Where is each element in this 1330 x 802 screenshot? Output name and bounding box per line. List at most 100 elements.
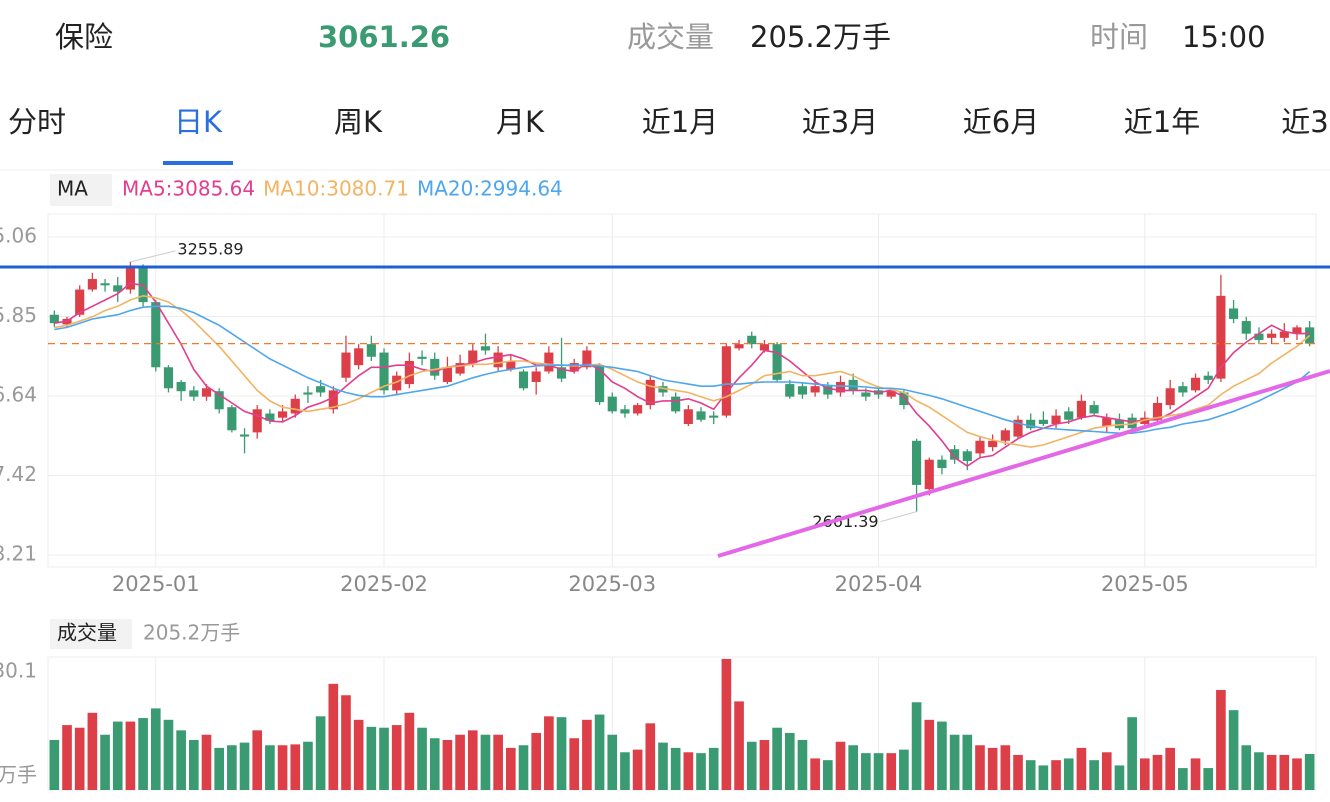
tab[interactable]: 月K bbox=[496, 105, 545, 139]
candle-body bbox=[1114, 419, 1125, 429]
drawn-trend-line bbox=[717, 369, 1330, 558]
volume-bar bbox=[544, 716, 554, 790]
candle-body bbox=[341, 352, 351, 378]
volume-frame bbox=[47, 656, 1317, 791]
volume-bar bbox=[62, 725, 72, 790]
volume-bar bbox=[467, 730, 478, 790]
volume-bar bbox=[658, 742, 668, 790]
volume-bar bbox=[620, 752, 630, 790]
volume-bar bbox=[886, 753, 897, 790]
candle-body bbox=[848, 379, 858, 391]
volume-bar bbox=[1114, 765, 1125, 790]
candle-body bbox=[658, 386, 668, 393]
volume-bar bbox=[721, 658, 732, 790]
candle-body bbox=[1241, 321, 1251, 334]
volume-bar bbox=[1038, 765, 1049, 790]
candle-body bbox=[227, 407, 237, 431]
tab[interactable]: 周K bbox=[334, 105, 383, 139]
tab[interactable]: 分时 bbox=[8, 105, 66, 139]
volume-bar bbox=[163, 719, 174, 790]
candle-body bbox=[1292, 327, 1302, 334]
candle-body bbox=[835, 381, 846, 393]
candle-body bbox=[189, 390, 199, 397]
candle-body bbox=[404, 360, 414, 385]
annotation-leader bbox=[130, 250, 176, 263]
x-tick-label: 2025-05 bbox=[1101, 572, 1189, 596]
candle-body bbox=[1051, 415, 1061, 424]
tab[interactable]: 近1年 bbox=[1124, 105, 1200, 139]
price: 3061.26 bbox=[318, 20, 450, 54]
y-tick-label: 3125.85 bbox=[0, 303, 37, 327]
tab[interactable]: 近1月 bbox=[642, 105, 718, 139]
volume-bar bbox=[696, 753, 706, 790]
volume-bar bbox=[734, 701, 744, 790]
candle-body bbox=[1229, 308, 1239, 319]
volume-bar bbox=[391, 725, 402, 790]
price-frame bbox=[47, 213, 1317, 568]
x-tick-label: 2025-03 bbox=[568, 572, 656, 596]
candle-body bbox=[379, 352, 389, 391]
candle-body bbox=[810, 386, 820, 393]
volume-bar bbox=[823, 760, 833, 790]
volume-bar bbox=[100, 734, 110, 790]
candle-body bbox=[721, 346, 731, 416]
candle-body bbox=[354, 348, 364, 366]
tab[interactable]: 近3月 bbox=[802, 105, 878, 139]
volume-bar bbox=[987, 747, 998, 790]
tab[interactable]: 近3 bbox=[1281, 105, 1328, 139]
volume-bar bbox=[1241, 745, 1252, 790]
annotation: 3255.89 bbox=[177, 239, 243, 258]
candle-body bbox=[392, 375, 402, 391]
volume-bar bbox=[924, 719, 935, 790]
candle-body bbox=[328, 390, 338, 410]
volume-bar bbox=[746, 741, 757, 790]
candle-body bbox=[620, 409, 630, 414]
volume-bar bbox=[87, 712, 98, 790]
candle-body bbox=[569, 363, 579, 372]
volume-bar bbox=[506, 747, 516, 790]
candle-body bbox=[696, 411, 706, 420]
tab[interactable]: 日K bbox=[174, 105, 223, 139]
candle-body bbox=[1076, 400, 1086, 418]
volume-bar bbox=[949, 734, 960, 790]
candle-body bbox=[417, 356, 427, 359]
candle-body bbox=[823, 386, 833, 395]
ma-line bbox=[54, 294, 1311, 448]
candle-body bbox=[595, 365, 605, 403]
volume-bar bbox=[455, 734, 465, 790]
annotation-leader bbox=[880, 511, 917, 523]
candle-body bbox=[1089, 405, 1099, 414]
candle-body bbox=[886, 391, 896, 397]
candle-body bbox=[709, 415, 719, 418]
candle-body bbox=[734, 344, 744, 349]
volume-bar bbox=[911, 702, 922, 790]
volume-bar bbox=[277, 745, 288, 790]
volume-bar bbox=[480, 734, 491, 790]
candle-body bbox=[1013, 419, 1023, 437]
volume-bar bbox=[1304, 753, 1315, 790]
volume-bar bbox=[189, 739, 199, 790]
volume-bar bbox=[379, 727, 389, 790]
volume-bar bbox=[442, 739, 453, 790]
candle-body bbox=[1279, 331, 1289, 338]
ma-line bbox=[54, 282, 1310, 467]
x-tick-label: 2025-02 bbox=[340, 572, 428, 596]
candle-body bbox=[785, 384, 795, 397]
candle-body bbox=[201, 388, 212, 397]
volume-bar bbox=[404, 712, 415, 790]
volume-bar bbox=[848, 745, 858, 790]
volume-bar bbox=[227, 745, 237, 790]
candle-body bbox=[924, 459, 934, 490]
volume-label: 成交量 bbox=[627, 20, 714, 54]
candle-body bbox=[633, 405, 643, 414]
volume-bar bbox=[1140, 758, 1150, 790]
volume-bar bbox=[594, 714, 605, 790]
volume-bar bbox=[1228, 710, 1239, 790]
candle-body bbox=[87, 279, 97, 290]
volume-bar bbox=[1279, 754, 1290, 790]
volume-bar bbox=[328, 683, 339, 790]
candle-body bbox=[75, 289, 85, 315]
volume-bar bbox=[645, 723, 656, 790]
tab[interactable]: 近6月 bbox=[963, 105, 1039, 139]
volume-bar bbox=[1216, 689, 1226, 790]
